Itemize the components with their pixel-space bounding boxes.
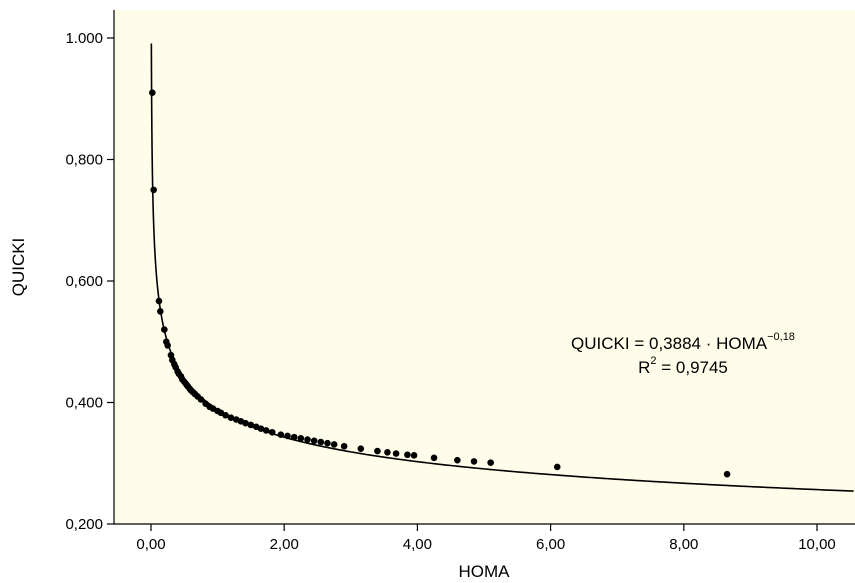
data-point (410, 452, 418, 459)
data-point (222, 411, 229, 419)
x-axis-title: HOMA (459, 562, 511, 581)
data-point (268, 428, 276, 436)
data-point (290, 433, 298, 441)
data-point (150, 186, 157, 194)
data-point (155, 297, 163, 305)
data-point (330, 441, 338, 448)
y-ticks-layer: 0,200 0,400 0,600 0,800 1.000 (65, 30, 114, 533)
svg-text:R2 = 0,9745: R2 = 0,9745 (638, 355, 728, 377)
fit-annotation: QUICKI = 0,3884 · HOMA−0,18 R2 = 0,9745 (571, 331, 795, 377)
data-point (227, 414, 235, 421)
data-point (297, 435, 305, 442)
x-tick-label: 10,00 (798, 536, 836, 553)
y-tick-label: 0,400 (65, 395, 103, 412)
x-tick-label: 6,00 (536, 536, 565, 553)
data-point (430, 454, 438, 462)
data-point (262, 427, 270, 434)
x-tick-label: 2,00 (270, 536, 299, 553)
data-point (470, 458, 478, 465)
annotation-formula: QUICKI = 0,3884 · HOMA (571, 334, 768, 353)
data-point (197, 396, 205, 403)
annotation-exponent: −0,18 (767, 331, 795, 343)
data-point (310, 437, 318, 445)
data-point (553, 463, 561, 471)
data-point (149, 89, 156, 96)
y-axis-title: QUICKI (9, 238, 28, 297)
data-point (242, 419, 249, 427)
data-point (392, 450, 400, 457)
data-point (487, 459, 494, 466)
y-tick-label: 1.000 (65, 30, 103, 47)
data-point (247, 421, 255, 429)
data-point (164, 342, 171, 349)
x-tick-label: 4,00 (403, 536, 432, 553)
y-tick-label: 0,600 (65, 273, 103, 290)
x-tick-label: 8,00 (669, 536, 698, 553)
data-point (317, 438, 325, 446)
data-point (324, 439, 331, 447)
data-point (384, 449, 391, 456)
data-point (284, 432, 291, 440)
points-layer (149, 89, 731, 478)
annotation-r-label: R (638, 358, 650, 377)
y-tick-label: 0,800 (65, 152, 103, 169)
data-point (357, 445, 365, 452)
data-point (723, 470, 731, 478)
data-point (277, 431, 285, 439)
annotation-r-superscript: 2 (650, 355, 656, 367)
x-tick-label: 0,00 (136, 536, 165, 553)
data-point (404, 451, 411, 459)
data-point (374, 447, 381, 455)
data-point (304, 436, 311, 443)
annotation-r-value: = 0,9745 (657, 358, 728, 377)
svg-text:QUICKI = 0,3884 · HOMA−0,18: QUICKI = 0,3884 · HOMA−0,18 (571, 331, 795, 353)
plot-area (114, 10, 855, 524)
data-point (454, 456, 461, 464)
data-point (161, 326, 168, 333)
data-point (157, 308, 164, 315)
y-tick-label: 0,200 (65, 516, 103, 533)
x-ticks-layer: 0,00 2,00 4,00 6,00 8,00 10,00 (136, 524, 836, 553)
data-point (257, 425, 265, 432)
data-point (340, 442, 348, 450)
